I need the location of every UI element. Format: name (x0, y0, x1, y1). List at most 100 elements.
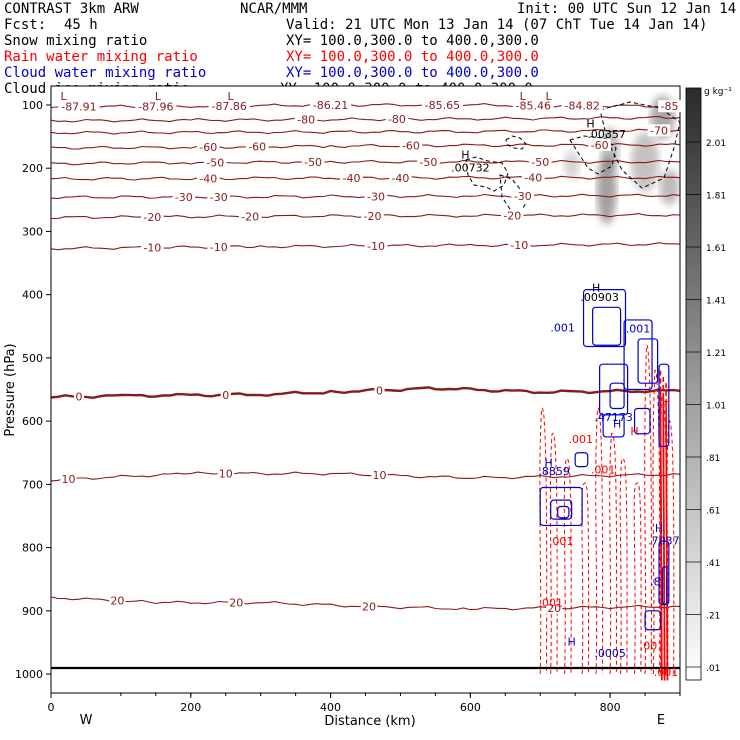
contour-label-bg (511, 189, 535, 202)
contour-label-bg (360, 600, 378, 613)
temperature-contour-label: -30 (210, 191, 228, 204)
cloud-water-contour (609, 382, 625, 410)
cloud-water-label: .0005 (594, 647, 626, 660)
high-marker: H (613, 417, 621, 430)
temperature-contour-label: -80 (297, 114, 315, 127)
cloud-water-contour (539, 486, 583, 527)
x-tick-label: 800 (600, 701, 621, 714)
contour-label-bg (294, 113, 318, 126)
snow-label: .00903 (580, 291, 619, 304)
field-name-cloud-water: Cloud water mixing ratio (4, 65, 206, 81)
field-xy-rain: XY= 100.0,300.0 to 400.0,300.0 (286, 49, 539, 65)
init-time: Init: 00 UTC Sun 12 Jan 14 (517, 1, 736, 17)
contour-label-bg (141, 210, 164, 223)
contour-label-bg (340, 172, 363, 185)
temperature-contour-label: -70 (650, 124, 668, 137)
snow-contours (465, 101, 680, 214)
temperature-contour-label: 0 (75, 391, 82, 404)
contour-label-bg (528, 155, 552, 168)
colorbar-tick-label: 1.81 (706, 192, 726, 202)
colorbar-tick-label: .41 (706, 559, 720, 569)
contour-label-bg (238, 210, 262, 223)
temperature-contour-line (51, 386, 680, 400)
snow-shade-blob (563, 151, 580, 180)
high-marker: H (655, 522, 663, 535)
temperature-contour-label: 20 (229, 597, 243, 610)
snow-shade-blob (659, 169, 680, 206)
colorbar-unit: g kg⁻¹ (704, 87, 732, 97)
colorbar: g kg⁻¹ 2.01 1.81 1.61 1.41 1.21 1.01 .81 .61 .41… (685, 87, 732, 681)
figure-header: CONTRAST 3km ARW NCAR/MMM Init: 00 UTC S… (4, 1, 736, 97)
cloud-water-contour (658, 363, 670, 448)
temperature-contour-label: -20 (241, 210, 259, 223)
y-tick-label: 200 (22, 162, 43, 175)
contour-label-bg (60, 473, 77, 486)
rain-contour (609, 432, 618, 675)
rain-contour (539, 407, 548, 675)
temperature-contour-line (51, 471, 680, 482)
contour-label-bg (207, 240, 231, 253)
field-xy-snow: XY= 100.0,300.0 to 400.0,300.0 (286, 33, 539, 49)
contour-label-bg (73, 390, 85, 403)
high-marker: H (586, 118, 594, 131)
temperature-contour-label: -87.96 (138, 100, 173, 113)
temperature-contour-label: -40 (391, 172, 409, 185)
y-tick-label: 600 (22, 415, 43, 428)
high-marker: H (630, 425, 638, 438)
contour-label-bg (196, 141, 220, 154)
temperature-contour-label: 20 (110, 595, 124, 608)
low-marker: L (520, 90, 527, 103)
temperature-contour-label: -40 (524, 172, 542, 185)
temperature-contour-label: 20 (362, 600, 376, 613)
snow-shade-blob (631, 131, 660, 192)
snow-contour (465, 156, 509, 192)
y-tick-label: 700 (22, 478, 43, 491)
snow-label: .00357 (587, 128, 626, 141)
temperature-contour-label: -60 (402, 140, 420, 153)
contour-label-bg (301, 155, 325, 168)
contour-label-bg (500, 209, 524, 222)
y-axis-label: Pressure (hPa) (3, 343, 18, 436)
temperature-contour-label: -10 (510, 239, 528, 252)
contour-label-bg (109, 594, 126, 607)
temperature-contour-line (51, 116, 680, 123)
cloud-water-contour (582, 288, 627, 348)
temperature-contour-label: 10 (219, 468, 233, 481)
contour-label-bg (374, 384, 385, 397)
contour-label-bg (588, 139, 611, 152)
contour-label-bg (208, 99, 250, 112)
contour-label-bg (228, 596, 245, 609)
temperature-contour-label: -60 (591, 139, 609, 152)
rain-contour (595, 407, 604, 675)
y-tick-label: 900 (22, 605, 43, 618)
temperature-contour-label: -50 (206, 156, 224, 169)
contour-label-bg (245, 140, 269, 153)
cloud-water-contour (644, 610, 662, 631)
axes: 0 200 400 600 800100200300400500600700800900… (15, 99, 681, 714)
cloud-water-contour (574, 452, 589, 468)
temperature-contour-line (51, 128, 680, 135)
temperature-contour-label: -86.21 (313, 99, 348, 112)
contour-label-bg (421, 98, 463, 111)
cloud-water-contour (637, 338, 659, 384)
contour-label-bg (364, 239, 388, 252)
fcst-value: 45 h (64, 17, 98, 33)
temperature-contour-label: -80 (388, 113, 406, 126)
contour-label-bg (58, 100, 100, 113)
temperature-contour-label: -84.82 (564, 100, 599, 113)
contour-label-bg (561, 99, 603, 112)
cloud-water-label: .001 (626, 323, 651, 336)
colorbar-tick-label: 1.41 (706, 297, 726, 307)
low-marker: L (546, 90, 553, 103)
east-label: E (657, 713, 665, 728)
west-label: W (80, 713, 93, 728)
contour-label-bg (141, 241, 164, 254)
rain-contour (581, 482, 590, 675)
snow-shade-blob (596, 156, 617, 225)
rain-contour-label: .001 (640, 639, 665, 652)
x-axis-label: Distance (km) (324, 714, 415, 729)
temperature-contour-label: -60 (199, 141, 217, 154)
contour-label-bg (203, 156, 227, 169)
snow-label: .00732 (451, 161, 490, 174)
